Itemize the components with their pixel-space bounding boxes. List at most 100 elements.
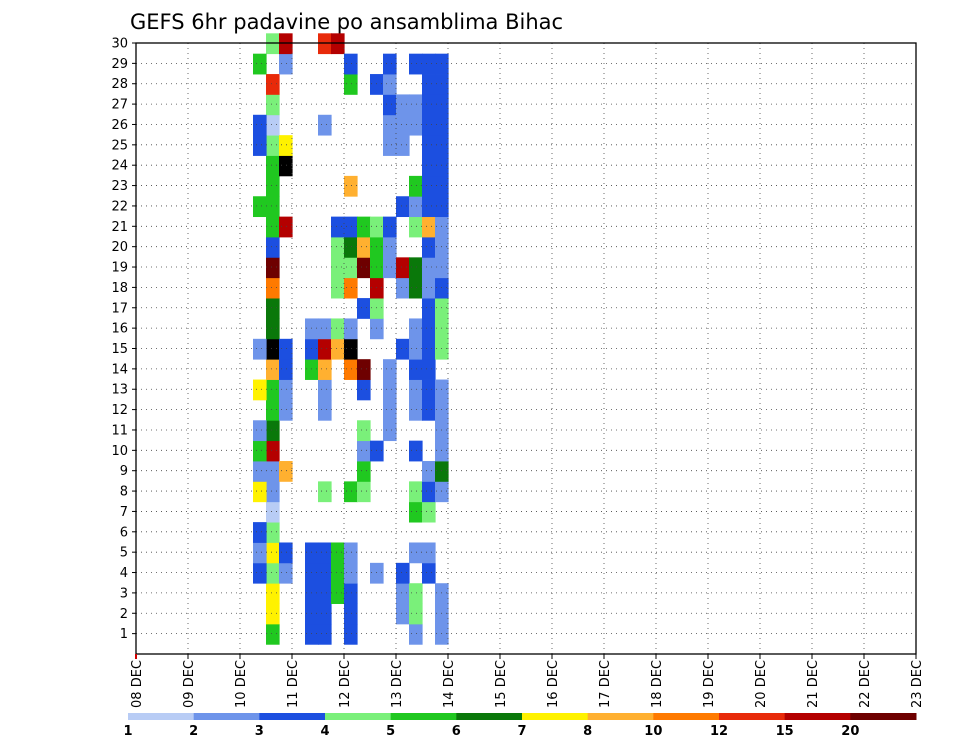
- colorbar-swatch: [784, 713, 851, 720]
- heatmap-cell: [409, 583, 423, 604]
- heatmap-cell: [422, 359, 436, 380]
- heatmap-cell: [396, 562, 410, 584]
- heatmap-cell: [422, 114, 436, 136]
- y-tick-label: 11: [111, 423, 128, 438]
- heatmap-cell: [357, 461, 371, 482]
- heatmap-cell: [253, 196, 267, 218]
- heatmap-cell: [357, 440, 371, 462]
- colorbar-label: 10: [644, 724, 662, 739]
- heatmap-cell: [383, 114, 397, 136]
- heatmap-cell: [409, 114, 423, 136]
- heatmap-cell: [344, 216, 358, 238]
- heatmap-cell: [383, 135, 397, 156]
- heatmap-cell: [409, 94, 423, 116]
- colorbar-swatch: [390, 713, 457, 720]
- heatmap-cell: [396, 277, 410, 299]
- heatmap-cell: [435, 94, 449, 116]
- colorbar-label: 15: [776, 724, 794, 739]
- heatmap-cell: [318, 481, 332, 503]
- heatmap-cell: [409, 399, 423, 421]
- heatmap-cell: [331, 216, 345, 238]
- y-tick-label: 9: [120, 464, 128, 479]
- grid-lines: [136, 42, 916, 654]
- heatmap-cell: [266, 33, 280, 55]
- heatmap-cell: [253, 522, 267, 543]
- heatmap-cell: [409, 338, 423, 360]
- y-tick-label: 16: [111, 322, 128, 337]
- heatmap-cell: [357, 298, 371, 319]
- heatmap-cell: [318, 583, 332, 604]
- heatmap-cell: [435, 74, 449, 95]
- chart-title: GEFS 6hr padavine po ansamblima Bihac: [130, 10, 563, 34]
- y-tick-label: 29: [111, 57, 128, 72]
- heatmap-cell: [370, 277, 384, 299]
- heatmap-cell: [422, 196, 436, 218]
- y-tick-label: 8: [120, 485, 128, 500]
- heatmap-cell: [344, 53, 358, 75]
- colorbar-swatch: [522, 713, 589, 720]
- heatmap-cell: [396, 603, 410, 625]
- heatmap-cell: [422, 298, 436, 319]
- heatmap-cell: [305, 583, 319, 604]
- heatmap-cell: [266, 603, 280, 625]
- y-tick-label: 18: [111, 281, 128, 296]
- heatmap-cell: [435, 216, 449, 238]
- heatmap-cell: [344, 583, 358, 604]
- y-axis-ticks: 1234567891011121314151617181920212223242…: [111, 37, 136, 642]
- heatmap-cell: [435, 461, 449, 482]
- heatmap-cell: [357, 257, 371, 279]
- heatmap-cell: [422, 216, 436, 238]
- y-tick-label: 15: [111, 342, 128, 357]
- heatmap-cell: [266, 399, 280, 421]
- colorbar-label: 12: [710, 724, 728, 739]
- heatmap-cell: [422, 277, 436, 299]
- colorbar-label: 6: [452, 724, 461, 739]
- heatmap-cell: [435, 114, 449, 136]
- heatmap-cell: [279, 216, 293, 238]
- heatmap-cell: [279, 338, 293, 360]
- colorbar-swatch: [325, 713, 392, 720]
- colorbar-swatch: [719, 713, 786, 720]
- x-tick-label: 18 DEC: [650, 660, 665, 708]
- heatmap-cell: [435, 399, 449, 421]
- heatmap-cells: [253, 33, 449, 645]
- heatmap-cell: [357, 216, 371, 238]
- heatmap-cell: [422, 399, 436, 421]
- heatmap-cell: [396, 338, 410, 360]
- heatmap-cell: [344, 277, 358, 299]
- heatmap-cell: [357, 379, 371, 401]
- heatmap-cell: [435, 379, 449, 401]
- heatmap-cell: [422, 501, 436, 523]
- heatmap-cell: [279, 155, 293, 177]
- heatmap-cell: [266, 318, 280, 340]
- heatmap-cell: [370, 257, 384, 279]
- heatmap-cell: [344, 542, 358, 564]
- heatmap-cell: [396, 583, 410, 604]
- heatmap-cell: [409, 277, 423, 299]
- heatmap-cell: [435, 175, 449, 197]
- heatmap-cell: [435, 623, 449, 645]
- heatmap-cell: [266, 155, 280, 177]
- heatmap-cell: [266, 562, 280, 584]
- colorbar-label: 7: [517, 724, 526, 739]
- heatmap-cell: [344, 481, 358, 503]
- heatmap-cell: [435, 298, 449, 319]
- heatmap-cell: [435, 236, 449, 258]
- y-tick-label: 12: [111, 403, 128, 418]
- heatmap-cell: [435, 440, 449, 462]
- heatmap-cell: [253, 53, 267, 75]
- y-tick-label: 28: [111, 77, 128, 92]
- heatmap-cell: [279, 461, 293, 482]
- x-tick-label: 21 DEC: [806, 660, 821, 708]
- heatmap-cell: [266, 135, 280, 156]
- heatmap-cell: [331, 583, 345, 604]
- heatmap-cell: [266, 216, 280, 238]
- heatmap-cell: [331, 33, 345, 55]
- colorbar-swatch: [850, 713, 917, 720]
- heatmap-cell: [409, 53, 423, 75]
- colorbar-swatch: [587, 713, 654, 720]
- heatmap-cell: [253, 461, 267, 482]
- heatmap-cell: [383, 53, 397, 75]
- x-tick-label: 14 DEC: [442, 660, 457, 708]
